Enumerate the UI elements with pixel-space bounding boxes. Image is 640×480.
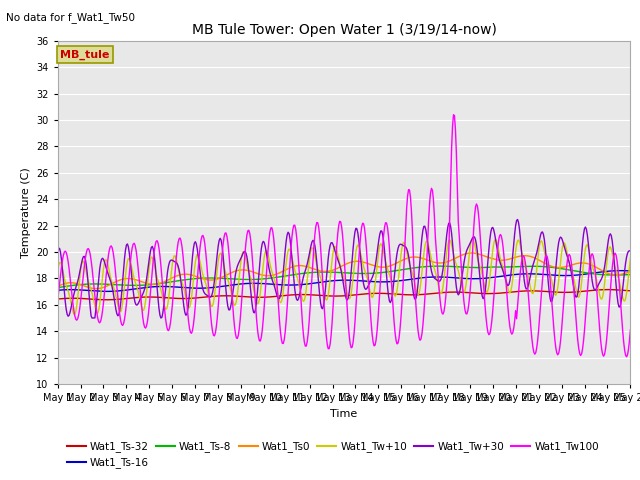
Y-axis label: Temperature (C): Temperature (C) bbox=[20, 167, 31, 258]
Legend: Wat1_Ts-32, Wat1_Ts-16, Wat1_Ts-8, Wat1_Ts0, Wat1_Tw+10, Wat1_Tw+30, Wat1_Tw100: Wat1_Ts-32, Wat1_Ts-16, Wat1_Ts-8, Wat1_… bbox=[63, 437, 603, 472]
Title: MB Tule Tower: Open Water 1 (3/19/14-now): MB Tule Tower: Open Water 1 (3/19/14-now… bbox=[191, 23, 497, 37]
X-axis label: Time: Time bbox=[330, 408, 358, 419]
Text: MB_tule: MB_tule bbox=[60, 49, 110, 60]
Text: No data for f_Wat1_Tw50: No data for f_Wat1_Tw50 bbox=[6, 12, 136, 23]
